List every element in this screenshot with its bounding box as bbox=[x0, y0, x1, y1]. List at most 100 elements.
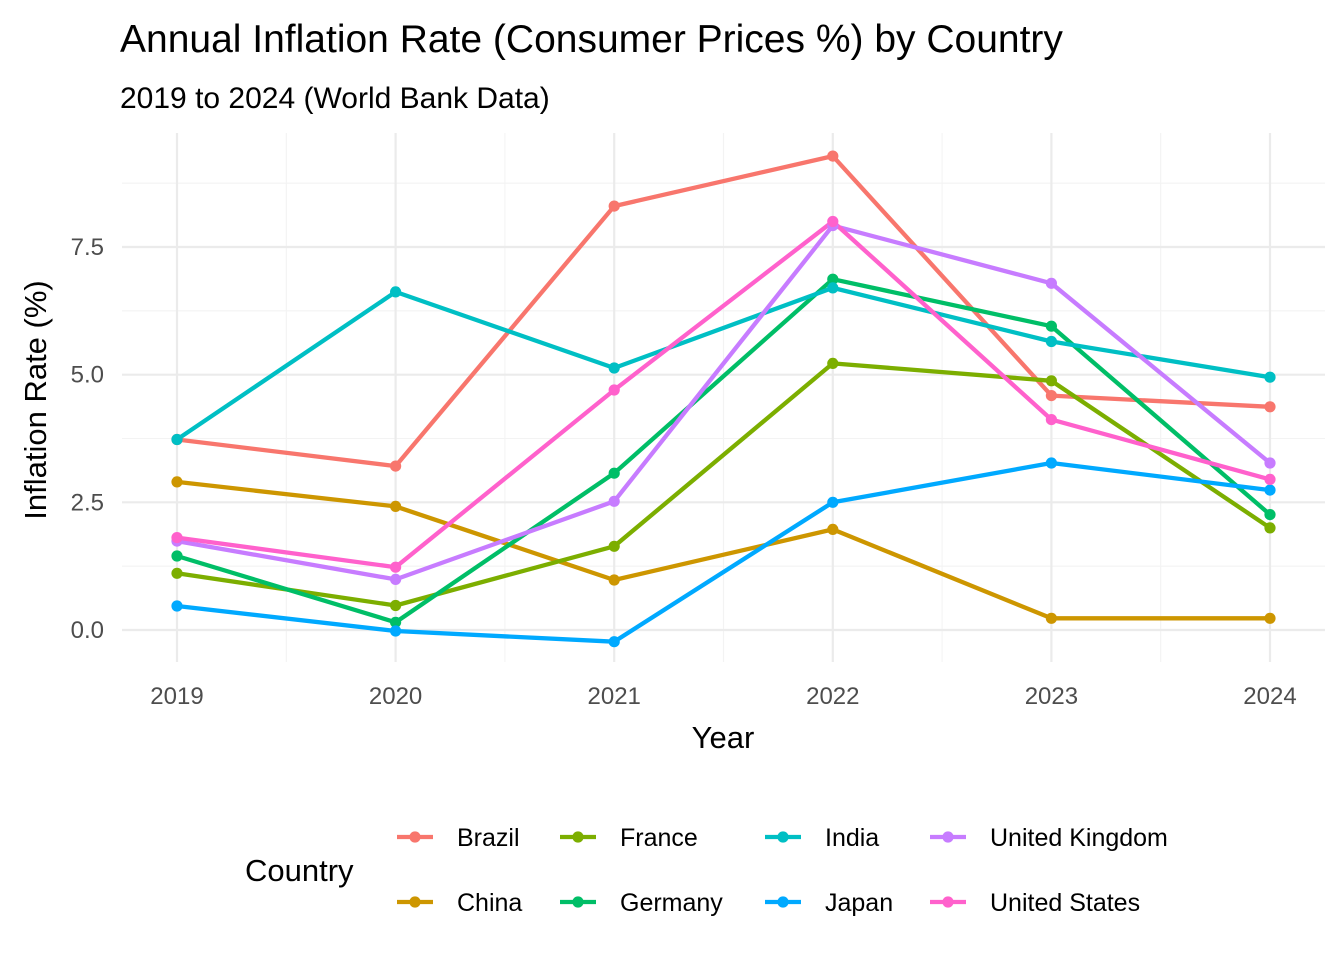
x-tick-label: 2022 bbox=[806, 683, 859, 710]
data-point-united-kingdom bbox=[608, 495, 620, 507]
grid bbox=[122, 133, 1325, 662]
data-point-france bbox=[171, 567, 183, 579]
data-point-brazil bbox=[608, 200, 620, 212]
series-line-india bbox=[175, 285, 1271, 442]
series-line-brazil bbox=[176, 153, 1271, 469]
data-point-india bbox=[1045, 335, 1057, 348]
data-point-france bbox=[1264, 522, 1276, 534]
legend-item-france[interactable]: France bbox=[560, 824, 698, 852]
y-tick-label: 5.0 bbox=[71, 362, 104, 389]
legend-label: Germany bbox=[620, 889, 723, 917]
data-point-japan bbox=[390, 625, 402, 637]
y-axis-title: Inflation Rate (%) bbox=[18, 280, 53, 520]
data-point-germany bbox=[608, 467, 620, 479]
data-point-united-kingdom bbox=[390, 573, 402, 586]
data-point-brazil bbox=[1045, 390, 1057, 402]
legend-item-japan[interactable]: Japan bbox=[765, 889, 893, 917]
data-point-united-states bbox=[1045, 414, 1057, 426]
x-axis-tick-labels: 2019 2020 2021 2022 2023 2024 bbox=[150, 683, 1296, 710]
data-point-india bbox=[1264, 371, 1276, 383]
data-points bbox=[171, 150, 1276, 648]
series-lines bbox=[175, 153, 1272, 644]
data-point-united-kingdom bbox=[1264, 457, 1276, 469]
x-tick-label: 2020 bbox=[369, 683, 422, 710]
data-point-france bbox=[1045, 375, 1057, 387]
legend-item-china[interactable]: China bbox=[397, 889, 522, 917]
legend-title: Country bbox=[245, 853, 354, 888]
y-tick-label: 0.0 bbox=[71, 617, 104, 644]
legend-label: United Kingdom bbox=[990, 824, 1168, 852]
data-point-germany bbox=[171, 550, 183, 562]
data-point-india bbox=[171, 433, 183, 446]
data-point-france bbox=[390, 599, 402, 612]
data-point-china bbox=[390, 500, 402, 512]
legend-label: India bbox=[825, 824, 879, 852]
series-line-japan bbox=[176, 460, 1271, 644]
legend: Brazil China France Germany India Japan United… bbox=[397, 824, 1168, 917]
y-tick-label: 2.5 bbox=[71, 489, 104, 516]
x-tick-label: 2019 bbox=[150, 683, 203, 710]
legend-key-point bbox=[572, 896, 584, 908]
series-line-china bbox=[176, 479, 1270, 621]
legend-key-point bbox=[409, 831, 421, 843]
legend-label: United States bbox=[990, 889, 1140, 917]
data-point-germany bbox=[827, 273, 839, 285]
legend-label: China bbox=[457, 889, 522, 917]
data-point-china bbox=[171, 476, 183, 488]
data-point-china bbox=[1045, 612, 1057, 624]
legend-item-united-kingdom[interactable]: United Kingdom bbox=[930, 824, 1168, 852]
series-line-united-states bbox=[176, 219, 1271, 570]
data-point-japan bbox=[171, 600, 183, 612]
data-point-brazil bbox=[827, 150, 839, 162]
legend-item-india[interactable]: India bbox=[765, 824, 879, 852]
x-tick-label: 2023 bbox=[1025, 683, 1078, 710]
data-point-united-states bbox=[1264, 473, 1276, 485]
legend-key-point bbox=[942, 831, 954, 843]
legend-key-point bbox=[942, 896, 954, 908]
x-tick-label: 2021 bbox=[588, 683, 641, 710]
legend-item-united-states[interactable]: United States bbox=[930, 889, 1140, 917]
data-point-germany bbox=[1264, 508, 1276, 521]
data-point-united-states bbox=[608, 384, 620, 396]
data-point-india bbox=[608, 362, 620, 374]
data-point-united-states bbox=[390, 561, 402, 573]
legend-label: Brazil bbox=[457, 824, 520, 852]
data-point-japan bbox=[608, 636, 620, 648]
series-line-france bbox=[176, 361, 1272, 608]
data-point-japan bbox=[1264, 484, 1276, 496]
legend-label: Japan bbox=[825, 889, 893, 917]
data-point-india bbox=[390, 286, 402, 298]
legend-key-point bbox=[777, 831, 789, 843]
data-point-brazil bbox=[1264, 401, 1276, 413]
data-point-japan bbox=[1045, 457, 1057, 469]
data-point-japan bbox=[827, 496, 839, 508]
data-point-india bbox=[827, 282, 839, 294]
data-point-china bbox=[1264, 612, 1276, 624]
series-line-germany bbox=[176, 277, 1272, 625]
data-point-brazil bbox=[390, 460, 402, 472]
legend-key-point bbox=[409, 896, 421, 908]
legend-key-point bbox=[572, 831, 584, 843]
chart-title: Annual Inflation Rate (Consumer Prices %… bbox=[120, 18, 1063, 61]
data-point-china bbox=[827, 523, 839, 536]
data-point-united-kingdom bbox=[1045, 277, 1057, 289]
data-point-united-states bbox=[827, 215, 839, 228]
series-line-united-kingdom bbox=[176, 223, 1272, 582]
data-point-china bbox=[608, 574, 620, 586]
legend-item-germany[interactable]: Germany bbox=[560, 889, 723, 917]
y-axis-tick-labels: 0.0 2.5 5.0 7.5 bbox=[71, 234, 104, 644]
legend-key-point bbox=[777, 896, 789, 908]
data-point-germany bbox=[1045, 320, 1057, 332]
data-point-france bbox=[608, 540, 620, 552]
legend-item-brazil[interactable]: Brazil bbox=[397, 824, 520, 852]
chart-subtitle: 2019 to 2024 (World Bank Data) bbox=[120, 82, 550, 115]
data-point-germany bbox=[390, 616, 402, 628]
x-tick-label: 2024 bbox=[1243, 683, 1296, 710]
legend-label: France bbox=[620, 824, 698, 852]
data-point-france bbox=[827, 357, 839, 369]
data-point-united-states bbox=[171, 532, 183, 544]
y-tick-label: 7.5 bbox=[71, 234, 104, 261]
x-axis-title: Year bbox=[692, 720, 755, 755]
